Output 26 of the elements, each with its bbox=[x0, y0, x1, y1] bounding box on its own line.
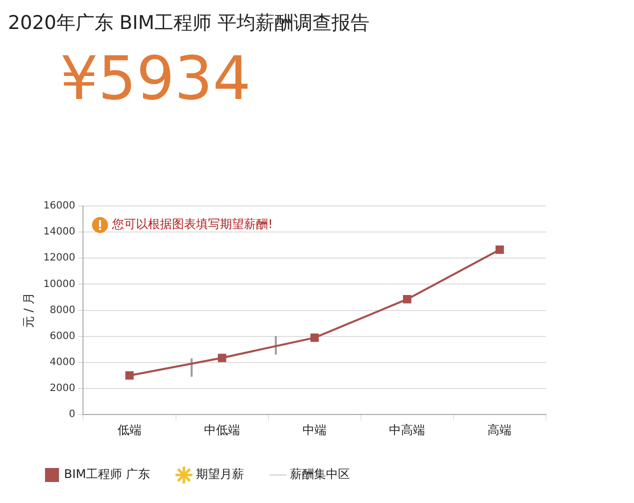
point bbox=[218, 354, 226, 362]
legend-label: BIM工程师 广东 bbox=[64, 467, 150, 482]
y-tick-label: 12000 bbox=[43, 252, 76, 264]
annotation: 您可以根据图表填写期望薪酬! bbox=[112, 216, 273, 233]
x-tick-label: 低端 bbox=[117, 422, 142, 437]
y-tick-label: 10000 bbox=[43, 278, 76, 290]
point bbox=[496, 245, 504, 254]
y-tick-label: 8000 bbox=[50, 304, 76, 316]
point bbox=[402, 295, 412, 304]
x-tick-label: 高端 bbox=[488, 422, 512, 437]
y-tick-label: 0 bbox=[68, 409, 76, 420]
y-tick-label: 4000 bbox=[50, 357, 76, 368]
legend-label: 期望月薪 bbox=[196, 467, 244, 482]
y-tick-label: 6000 bbox=[50, 330, 76, 342]
y-axis-title: 元 / 月 bbox=[21, 292, 36, 328]
y-tick-label: 2000 bbox=[50, 383, 76, 394]
point bbox=[310, 333, 319, 342]
x-tick-label: 中高端 bbox=[389, 422, 426, 437]
legend-label: 薪酬集中区 bbox=[290, 467, 350, 482]
x-tick-label: 中低端 bbox=[204, 422, 240, 437]
y-tick-label: 14000 bbox=[43, 226, 76, 238]
chart-title: 2020年广东 BIM工程师 平均薪酬调查报告 bbox=[8, 11, 370, 36]
y-tick-label: 16000 bbox=[43, 200, 76, 212]
chart-subtitle: ¥5934 bbox=[60, 44, 251, 114]
point bbox=[125, 371, 134, 380]
x-tick-label: 中端 bbox=[302, 422, 327, 437]
